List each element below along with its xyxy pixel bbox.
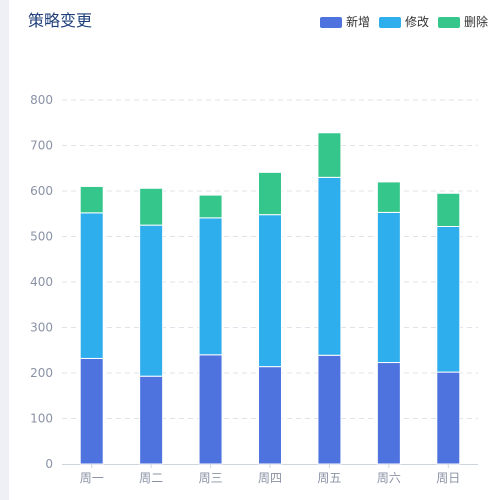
bar-segment: [198, 194, 223, 219]
y-tick-label: 700: [30, 139, 53, 153]
bar-segment: [317, 132, 342, 178]
bar-segment: [139, 187, 164, 226]
bar-segment: [139, 224, 164, 377]
legend-swatch-added: [319, 16, 342, 28]
legend-label-deleted: 删除: [463, 15, 488, 29]
y-tick-label: 800: [30, 93, 53, 107]
bar-segment: [258, 214, 282, 368]
bar-segment: [139, 375, 164, 465]
chart-legend: 新增 修改 删除: [311, 14, 488, 30]
y-tick-label: 100: [30, 412, 53, 426]
x-tick-label: 周四: [258, 471, 282, 485]
bar-segment: [258, 171, 282, 216]
legend-swatch-modified: [378, 16, 401, 28]
bar-segment: [79, 185, 104, 214]
x-tick-label: 周六: [377, 471, 401, 485]
legend-swatch-deleted: [437, 16, 460, 28]
bar-segment: [376, 362, 401, 465]
left-border-strip: [0, 0, 9, 500]
legend-label-added: 新增: [345, 15, 370, 29]
bar-segment: [79, 357, 104, 465]
bar-segment: [376, 181, 401, 213]
legend-item-modified[interactable]: 修改: [378, 14, 429, 30]
bar-segment: [79, 212, 104, 359]
y-tick-label: 600: [30, 184, 53, 198]
bar-segment: [258, 366, 282, 465]
x-tick-label: 周日: [436, 471, 460, 485]
legend-label-modified: 修改: [404, 15, 429, 29]
bar-segment: [198, 354, 223, 465]
y-tick-label: 200: [30, 366, 53, 380]
bar-segment: [376, 211, 401, 364]
chart-title: 策略变更: [28, 11, 93, 30]
y-tick-label: 400: [30, 275, 53, 289]
x-tick-label: 周一: [80, 471, 104, 485]
bar-segment: [317, 354, 342, 465]
bar-segment: [436, 371, 461, 465]
y-tick-label: 300: [30, 321, 53, 335]
y-tick-label: 0: [45, 457, 53, 471]
bar-segment: [317, 176, 342, 356]
x-tick-label: 周五: [317, 471, 341, 485]
legend-item-added[interactable]: 新增: [319, 14, 370, 30]
bar-segment: [436, 225, 461, 373]
x-tick-label: 周二: [139, 471, 163, 485]
y-tick-label: 500: [30, 230, 53, 244]
legend-item-deleted[interactable]: 删除: [437, 14, 488, 30]
x-tick-label: 周三: [199, 471, 223, 485]
bar-segment: [198, 217, 223, 356]
bar-segment: [436, 192, 461, 227]
